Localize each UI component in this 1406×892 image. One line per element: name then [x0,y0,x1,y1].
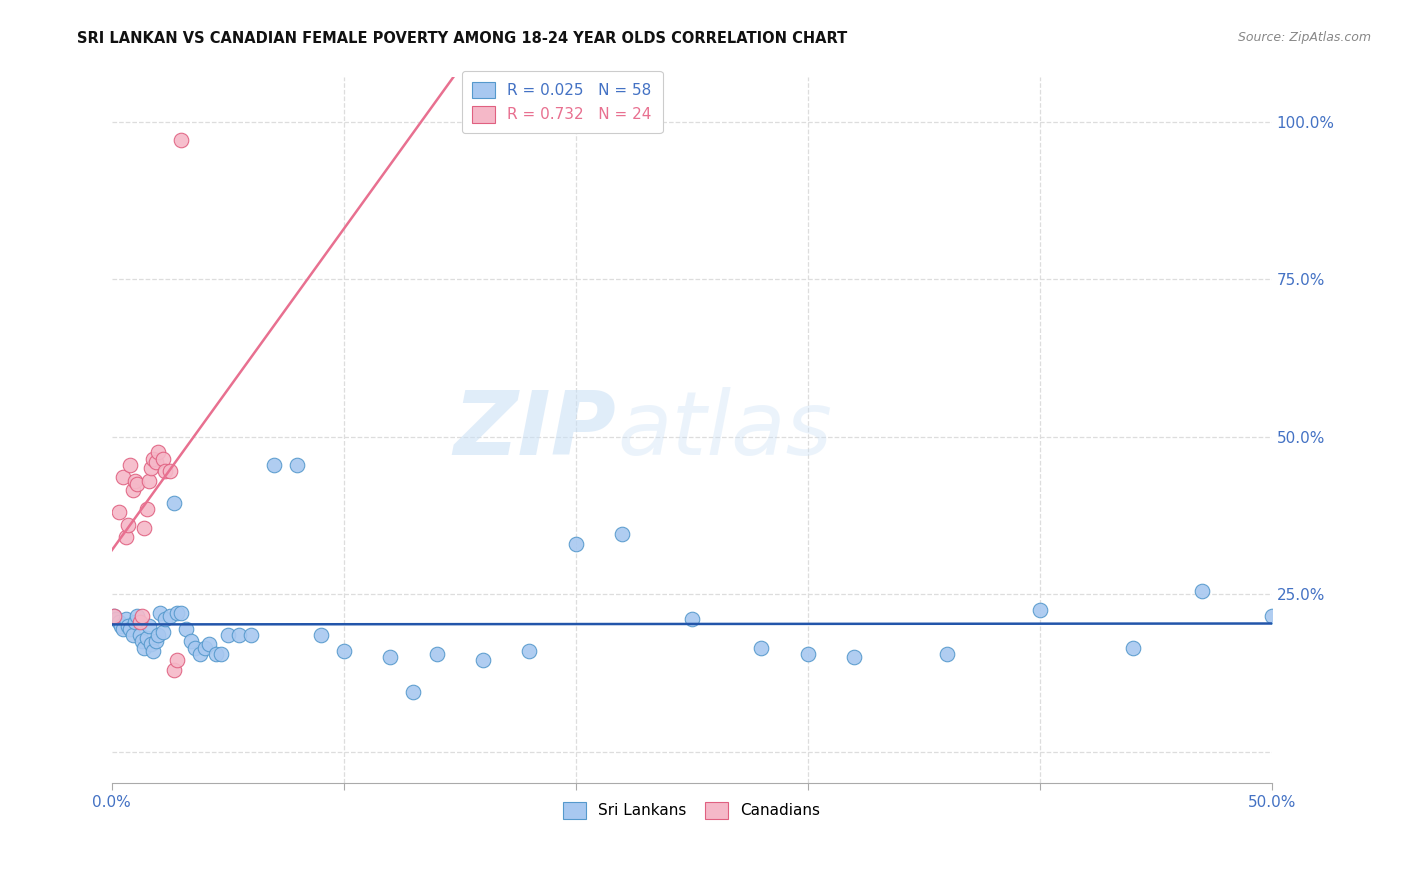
Point [124,474,146,488]
Point [142,451,165,466]
Point [844,650,866,665]
Point [141,461,163,475]
Point [170,133,193,147]
Point [612,527,634,541]
Point [135,631,157,645]
Point [105,612,128,626]
Point [103,609,125,624]
Point [209,647,232,661]
Point [332,644,354,658]
Point [142,644,165,658]
Point [145,455,167,469]
Point [163,496,186,510]
Point [166,606,188,620]
Point [153,612,176,626]
Point [120,458,142,472]
Point [184,640,207,655]
Point [120,622,142,636]
Point [107,505,129,519]
Point [152,624,174,639]
Point [174,622,197,636]
Point [114,530,136,544]
Text: Source: ZipAtlas.com: Source: ZipAtlas.com [1237,31,1371,45]
Point [134,521,156,535]
Point [107,615,129,630]
Point [193,640,215,655]
Point [180,634,202,648]
Text: ZIP: ZIP [454,387,616,474]
Point [138,474,160,488]
Point [565,536,588,550]
Point [149,606,172,620]
Point [472,653,495,667]
Point [134,640,156,655]
Point [114,612,136,626]
Text: atlas: atlas [617,387,832,474]
Point [402,684,425,698]
Point [138,618,160,632]
Point [797,647,820,661]
Point [166,653,188,667]
Text: SRI LANKAN VS CANADIAN FEMALE POVERTY AMONG 18-24 YEAR OLDS CORRELATION CHART: SRI LANKAN VS CANADIAN FEMALE POVERTY AM… [77,31,848,46]
Point [681,612,703,626]
Point [127,476,149,491]
Point [159,464,181,478]
Point [131,634,153,648]
Point [188,647,211,661]
Point [425,647,447,661]
Point [936,647,959,661]
Point [228,628,250,642]
Point [1029,603,1052,617]
Point [110,618,132,632]
Point [285,458,308,472]
Legend: Sri Lankans, Canadians: Sri Lankans, Canadians [557,796,827,825]
Point [135,502,157,516]
Point [112,622,135,636]
Point [146,445,169,459]
Point [519,644,541,658]
Point [121,483,143,497]
Point [1122,640,1144,655]
Point [153,464,176,478]
Point [128,628,150,642]
Point [127,609,149,624]
Point [121,628,143,642]
Point [163,663,186,677]
Point [1191,583,1213,598]
Point [217,628,239,642]
Point [205,647,228,661]
Point [239,628,262,642]
Point [159,609,181,624]
Point [128,615,150,630]
Point [112,470,135,484]
Point [145,634,167,648]
Point [146,628,169,642]
Point [751,640,773,655]
Point [124,615,146,630]
Point [198,637,221,651]
Point [141,637,163,651]
Point [170,606,193,620]
Point [131,609,153,624]
Point [378,650,401,665]
Point [117,517,139,532]
Point [1261,609,1284,624]
Point [309,628,332,642]
Point [117,618,139,632]
Point [263,458,285,472]
Point [152,451,174,466]
Point [103,609,125,624]
